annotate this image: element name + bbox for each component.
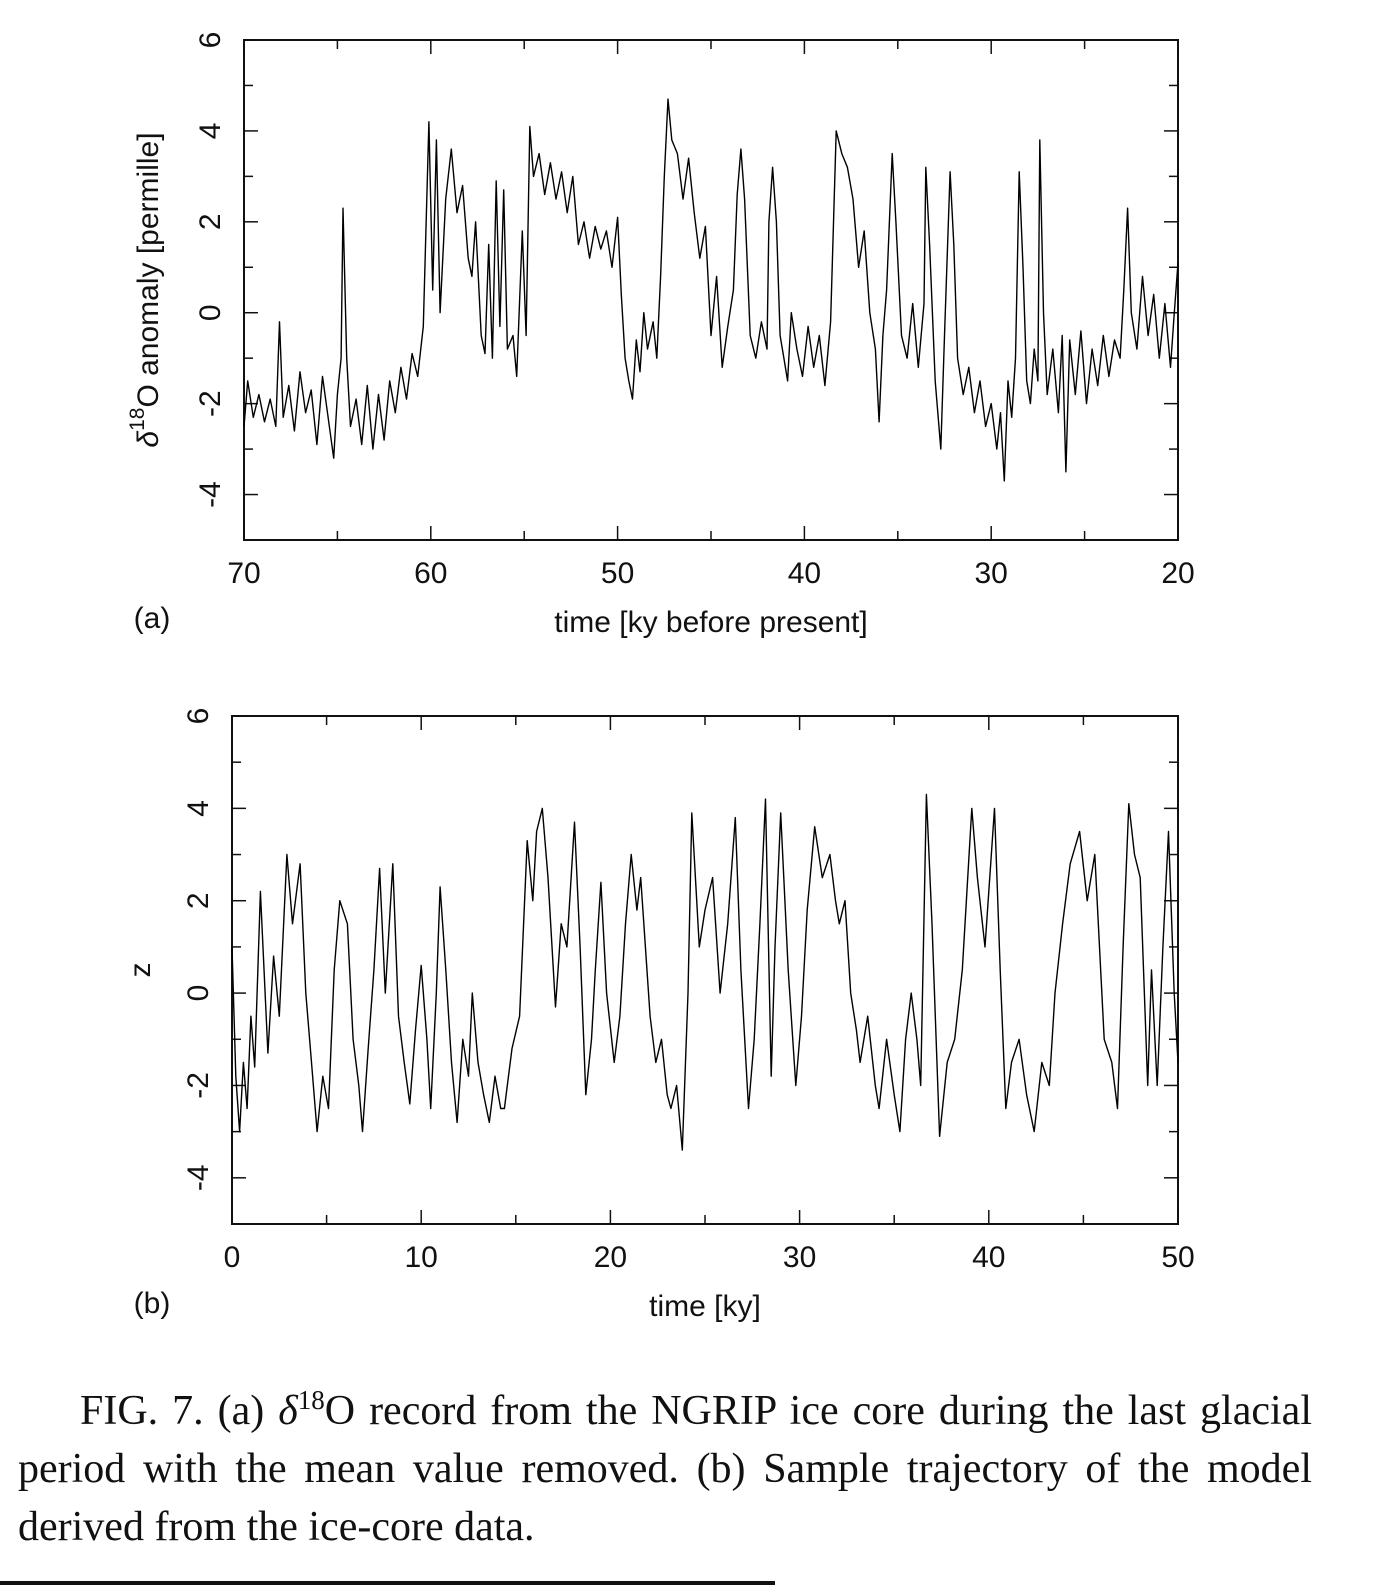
y-axis-label: z	[124, 963, 157, 978]
x-axis-label: time [ky]	[649, 1290, 761, 1323]
y-tick-label: 6	[182, 708, 215, 725]
x-tick-label: 40	[972, 1241, 1005, 1274]
y-tick-label: 6	[194, 32, 227, 49]
data-line	[243, 98, 1179, 482]
x-tick-label: 0	[224, 1241, 241, 1274]
y-tick-label: -4	[194, 481, 227, 508]
x-tick-label: 20	[594, 1241, 627, 1274]
rule	[0, 1581, 775, 1585]
caption-symbol: δ	[278, 1388, 298, 1434]
y-tick-label: 2	[194, 213, 227, 230]
x-axis-label: time [ky before present]	[554, 606, 867, 639]
y-tick-label: -2	[182, 1072, 215, 1099]
y-axis-label-part: 18	[126, 408, 149, 431]
x-tick-label: 50	[601, 557, 634, 590]
caption-text: O record from the NGRIP ice core during …	[18, 1388, 1312, 1550]
x-tick-label: 70	[227, 557, 260, 590]
y-axis-label-part: z	[124, 963, 157, 978]
caption: FIG. 7. (a) δ18O record from the NGRIP i…	[18, 1382, 1312, 1556]
y-tick-label: 0	[194, 304, 227, 321]
caption-text: FIG. 7. (a)	[80, 1388, 279, 1434]
caption-superscript: 18	[297, 1385, 325, 1415]
panel-label: (b)	[134, 1287, 171, 1320]
y-tick-label: -4	[182, 1164, 215, 1191]
y-tick-label: 2	[182, 892, 215, 909]
y-tick-label: 4	[182, 800, 215, 817]
plot-frame	[243, 39, 1179, 541]
x-tick-label: 50	[1161, 1241, 1194, 1274]
y-tick-label: 0	[182, 985, 215, 1002]
x-tick-label: 60	[414, 557, 447, 590]
y-axis-label: δ18O anomaly [permille]	[126, 132, 165, 447]
x-tick-label: 30	[783, 1241, 816, 1274]
y-axis-label-part: O anomaly [permille]	[132, 132, 165, 407]
x-tick-label: 10	[405, 1241, 438, 1274]
panel-label: (a)	[134, 602, 171, 635]
x-tick-label: 40	[788, 557, 821, 590]
y-tick-label: 4	[194, 123, 227, 140]
x-tick-label: 20	[1161, 557, 1194, 590]
y-tick-label: -2	[194, 390, 227, 417]
x-tick-label: 30	[975, 557, 1008, 590]
data-line	[231, 793, 1179, 1151]
y-axis-label-part: δ	[132, 431, 165, 448]
